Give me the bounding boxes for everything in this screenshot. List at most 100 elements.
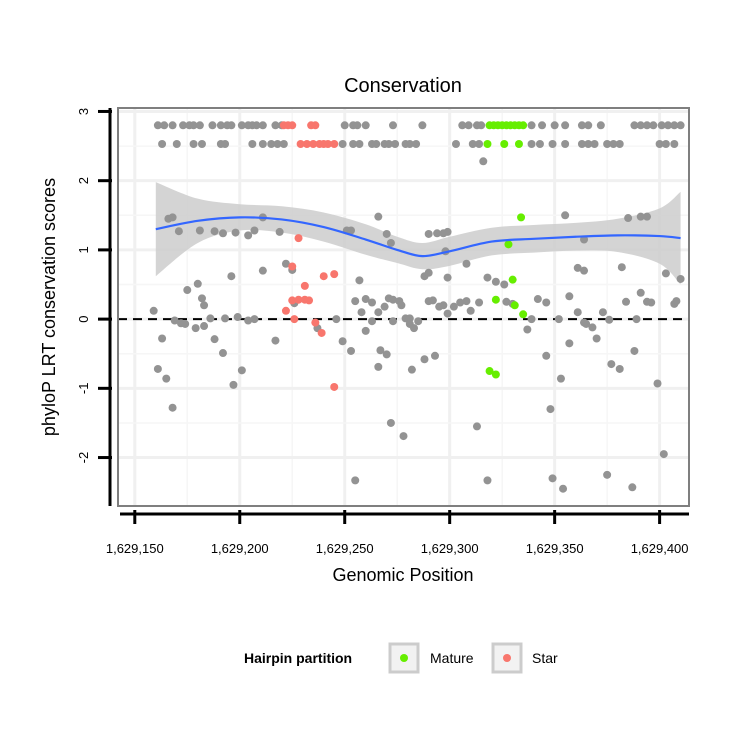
point-other <box>189 121 198 130</box>
point-mature <box>517 213 526 222</box>
x-axis-label: Genomic Position <box>332 565 473 585</box>
point-other <box>208 121 217 130</box>
point-mature <box>519 310 528 319</box>
chart-title: Conservation <box>344 75 462 97</box>
y-tick-label: 1 <box>76 246 91 253</box>
point-other <box>475 139 484 148</box>
point-mature <box>483 139 492 148</box>
point-other <box>233 313 242 322</box>
point-other <box>374 362 383 371</box>
point-other <box>158 139 167 148</box>
point-other <box>418 121 427 130</box>
y-tick-label: -2 <box>76 452 91 464</box>
legend: Hairpin partition Mature Star <box>244 642 558 674</box>
point-other <box>491 277 500 286</box>
point-other <box>162 374 171 383</box>
legend-label-star: Star <box>532 650 558 666</box>
point-other <box>189 139 198 148</box>
y-axis: -2 -1 0 1 2 3 <box>76 108 112 506</box>
point-other <box>399 432 408 441</box>
point-other <box>351 297 360 306</box>
point-other <box>409 324 418 333</box>
point-other <box>609 139 618 148</box>
point-other <box>273 139 282 148</box>
point-other <box>382 350 391 359</box>
point-other <box>227 121 236 130</box>
smooth-confidence-band <box>155 182 681 285</box>
point-other <box>577 139 586 148</box>
point-other <box>405 314 414 323</box>
point-other <box>374 212 383 221</box>
point-other <box>281 259 290 268</box>
point-other <box>643 121 652 130</box>
point-star <box>302 139 311 148</box>
point-other <box>443 273 452 282</box>
point-other <box>244 316 253 325</box>
point-other <box>271 121 280 130</box>
point-other <box>573 263 582 272</box>
point-other <box>183 286 192 295</box>
point-other <box>424 268 433 277</box>
point-other <box>195 226 204 235</box>
point-other <box>670 139 679 148</box>
point-other <box>153 364 162 373</box>
point-other <box>596 121 605 130</box>
point-other <box>580 266 589 275</box>
x-tick-label: 1,629,200 <box>211 541 269 556</box>
smooth-trend-line <box>155 216 681 258</box>
point-mature <box>510 301 519 310</box>
point-other <box>535 139 544 148</box>
point-other <box>374 308 383 317</box>
point-mature <box>519 121 528 130</box>
point-other <box>195 121 204 130</box>
point-other <box>244 231 253 240</box>
point-other <box>197 139 206 148</box>
point-other <box>258 139 267 148</box>
point-other <box>548 139 557 148</box>
point-mature <box>514 139 523 148</box>
point-other <box>649 121 658 130</box>
plot-panel <box>117 107 690 507</box>
point-other <box>565 292 574 301</box>
point-mature <box>500 139 509 148</box>
point-other <box>258 121 267 130</box>
point-other <box>630 121 639 130</box>
point-other <box>615 364 624 373</box>
point-other <box>172 139 181 148</box>
x-tick-label: 1,629,150 <box>106 541 164 556</box>
point-other <box>462 259 471 268</box>
point-star <box>281 306 290 315</box>
point-other <box>523 325 532 334</box>
point-other <box>389 295 398 304</box>
point-other <box>275 227 284 236</box>
legend-title: Hairpin partition <box>244 650 352 666</box>
point-other <box>355 139 364 148</box>
point-other <box>550 121 559 130</box>
point-other <box>462 297 471 306</box>
x-tick-label: 1,629,350 <box>526 541 584 556</box>
point-other <box>598 308 607 317</box>
point-other <box>258 266 267 275</box>
point-other <box>361 326 370 335</box>
point-other <box>661 139 670 148</box>
x-tick-label: 1,629,300 <box>421 541 479 556</box>
point-other <box>533 295 542 304</box>
point-other <box>181 319 190 328</box>
point-other <box>588 323 597 332</box>
point-other <box>672 297 681 306</box>
point-other <box>368 317 377 326</box>
point-star <box>323 139 332 148</box>
point-other <box>168 121 177 130</box>
point-other <box>527 315 536 324</box>
point-other <box>149 306 158 315</box>
point-other <box>179 121 188 130</box>
point-star <box>294 295 303 304</box>
point-other <box>168 403 177 412</box>
x-tick-label: 1,629,400 <box>631 541 689 556</box>
point-other <box>527 121 536 130</box>
point-star <box>319 272 328 281</box>
point-other <box>443 309 452 318</box>
point-other <box>661 269 670 278</box>
point-other <box>664 121 673 130</box>
